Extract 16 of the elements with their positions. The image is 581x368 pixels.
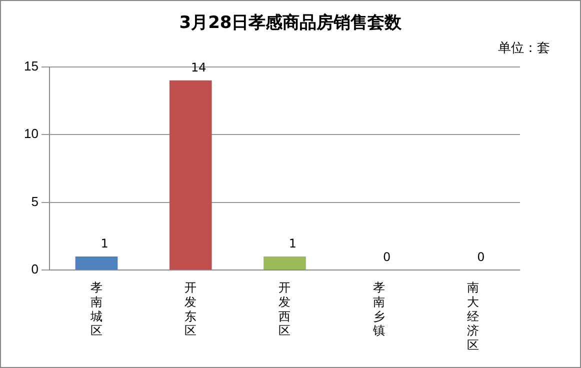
- y-tick-label: 0: [31, 262, 38, 277]
- data-label: 1: [288, 236, 297, 251]
- y-tick-label: 10: [24, 126, 38, 142]
- x-tick-label: 孝南城区: [90, 280, 103, 338]
- x-tick-label: 南大经济区: [466, 280, 479, 352]
- text: 单位：套: [498, 40, 550, 57]
- data-label: 0: [383, 250, 391, 264]
- data-label: 0: [477, 250, 485, 264]
- y-tick-label: 15: [24, 58, 38, 74]
- y-tick-label: 5: [31, 194, 38, 209]
- x-tick-label: 孝南乡镇: [372, 280, 385, 338]
- x-tick-label: 开发东区: [184, 280, 197, 338]
- chart-title: 3月28日孝感商品房销售套数: [178, 12, 403, 34]
- data-label: 14: [190, 60, 206, 74]
- data-label: 1: [100, 236, 108, 251]
- x-tick-label: 开发西区: [278, 280, 291, 338]
